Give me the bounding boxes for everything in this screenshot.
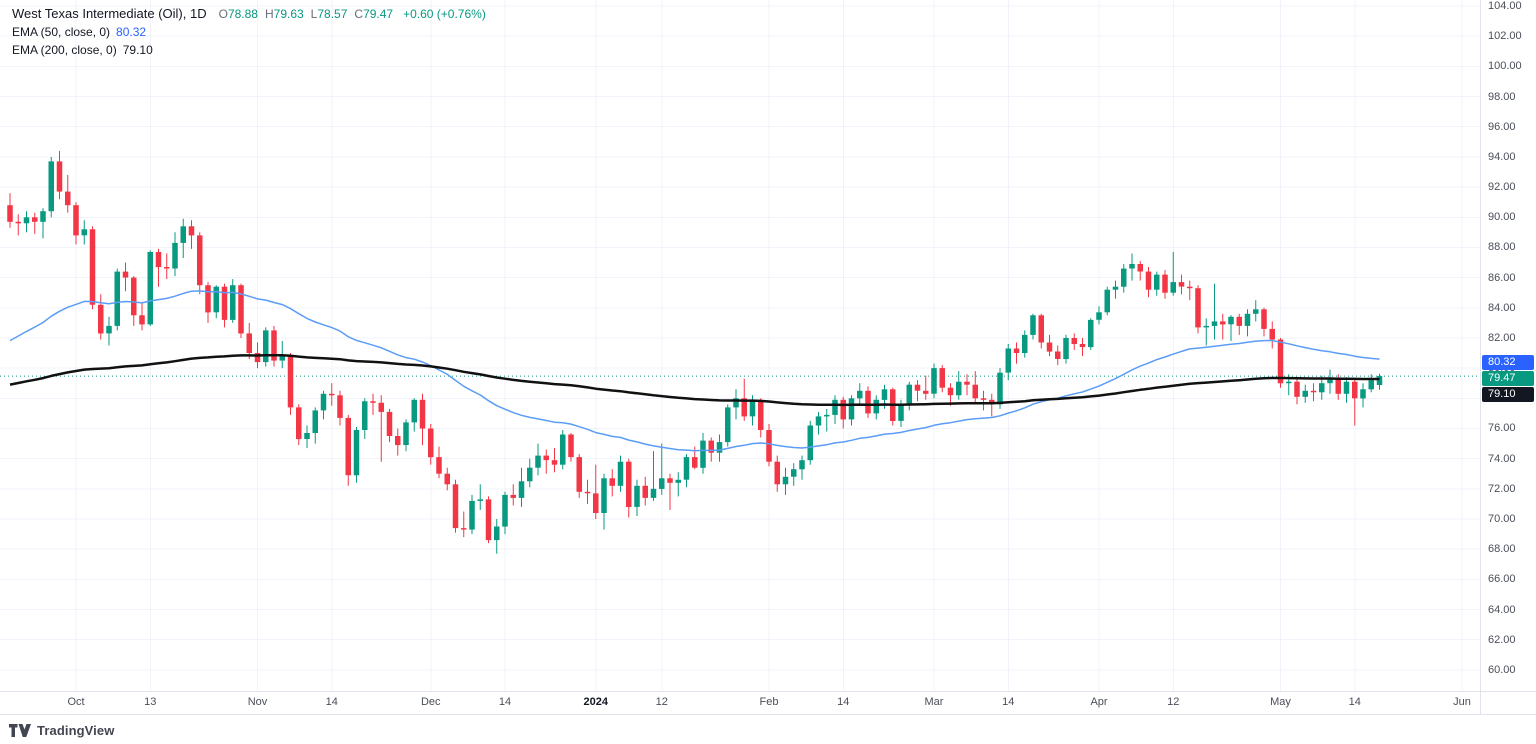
time-axis-row: Oct 13 Nov 14 Dec 14 2024 12 Feb 14 Mar 14 Apr 12 May 1… bbox=[0, 691, 1536, 714]
price-tick-label: 92.00 bbox=[1488, 181, 1516, 194]
axis-corner bbox=[1480, 692, 1536, 714]
indicator-ema200[interactable]: EMA (200, close, 0) 79.10 bbox=[12, 43, 486, 57]
time-tick-label: Mar bbox=[924, 696, 944, 708]
price-tick-label: 88.00 bbox=[1488, 241, 1516, 254]
chart-main: West Texas Intermediate (Oil), 1D O78.88… bbox=[0, 0, 1536, 691]
ohlc-high: H79.63 bbox=[264, 7, 304, 21]
price-tick-label: 104.00 bbox=[1488, 0, 1522, 13]
time-tick-label: 12 bbox=[1167, 696, 1180, 708]
footer: TradingView bbox=[0, 714, 1536, 744]
price-tick-label: 82.00 bbox=[1488, 331, 1516, 344]
change-value: +0.60 (+0.76%) bbox=[403, 7, 486, 21]
price-tick-label: 72.00 bbox=[1488, 482, 1516, 495]
price-tick-label: 86.00 bbox=[1488, 271, 1516, 284]
price-tick-label: 68.00 bbox=[1488, 543, 1516, 556]
time-axis[interactable]: Oct 13 Nov 14 Dec 14 2024 12 Feb 14 Mar 14 Apr 12 May 1… bbox=[0, 692, 1480, 714]
symbol-title[interactable]: West Texas Intermediate (Oil), 1D bbox=[12, 6, 207, 21]
price-tick-label: 74.00 bbox=[1488, 452, 1516, 465]
price-axis[interactable]: 104.00 102.00 100.00 98.00 96.00 94.00 92.00 90… bbox=[1480, 0, 1536, 691]
price-tick-label: 64.00 bbox=[1488, 603, 1516, 616]
last-price-badge: 79.47 bbox=[1482, 371, 1534, 387]
price-tick-label: 98.00 bbox=[1488, 90, 1516, 103]
ema50-value: 80.32 bbox=[116, 25, 147, 39]
price-tick-label: 70.00 bbox=[1488, 513, 1516, 525]
time-tick-label: 14 bbox=[498, 696, 512, 708]
ohlc-open: O78.88 bbox=[218, 7, 258, 21]
ema50-label: EMA (50, close, 0) bbox=[12, 25, 111, 39]
price-tick-label: 62.00 bbox=[1488, 633, 1516, 646]
ema200-price-badge: 79.10 bbox=[1482, 387, 1534, 403]
price-tick-label: 76.00 bbox=[1488, 422, 1516, 435]
time-tick-label: 14 bbox=[1348, 696, 1361, 708]
time-tick-label: Apr bbox=[1090, 696, 1108, 708]
price-tick-label: 90.00 bbox=[1488, 211, 1516, 224]
tradingview-logo[interactable]: TradingView bbox=[9, 723, 114, 738]
time-tick-label: 12 bbox=[655, 696, 668, 708]
time-tick-label: 13 bbox=[144, 696, 157, 708]
symbol-row: West Texas Intermediate (Oil), 1D O78.88… bbox=[12, 6, 486, 21]
price-tick-label: 96.00 bbox=[1488, 120, 1516, 133]
time-tick-label: 14 bbox=[325, 696, 338, 708]
time-tick-label: Oct bbox=[67, 696, 85, 708]
ema50-price-badge: 80.32 bbox=[1482, 355, 1534, 371]
time-tick-label: May bbox=[1270, 696, 1291, 708]
tradingview-wordmark: TradingView bbox=[37, 722, 115, 738]
chart-plot-area[interactable]: West Texas Intermediate (Oil), 1D O78.88… bbox=[0, 0, 1480, 691]
time-tick-label: Feb bbox=[759, 696, 779, 708]
candlestick-chart[interactable] bbox=[0, 0, 1480, 691]
time-tick-label: Jun bbox=[1453, 696, 1471, 708]
time-tick-label: 2024 bbox=[583, 696, 608, 708]
ohlc-close: C79.47 bbox=[354, 7, 394, 21]
time-tick-label: 14 bbox=[837, 696, 850, 708]
ema200-label: EMA (200, close, 0) bbox=[12, 43, 117, 57]
time-tick-label: Dec bbox=[420, 696, 441, 708]
chart-legend: West Texas Intermediate (Oil), 1D O78.88… bbox=[12, 6, 486, 57]
price-tick-label: 100.00 bbox=[1488, 60, 1522, 73]
price-tick-label: 66.00 bbox=[1488, 573, 1516, 586]
time-tick-label: Nov bbox=[247, 696, 268, 708]
price-tick-label: 84.00 bbox=[1488, 301, 1516, 314]
price-tick-label: 94.00 bbox=[1488, 150, 1516, 163]
ema200-value: 79.10 bbox=[122, 43, 153, 57]
time-tick-label: 14 bbox=[1002, 696, 1015, 708]
ohlc-low: L78.57 bbox=[310, 7, 348, 21]
price-tick-label: 60.00 bbox=[1488, 663, 1516, 676]
price-tick-label: 102.00 bbox=[1488, 30, 1522, 43]
indicator-ema50[interactable]: EMA (50, close, 0) 80.32 bbox=[12, 25, 486, 39]
tradingview-logo-icon bbox=[9, 723, 31, 737]
